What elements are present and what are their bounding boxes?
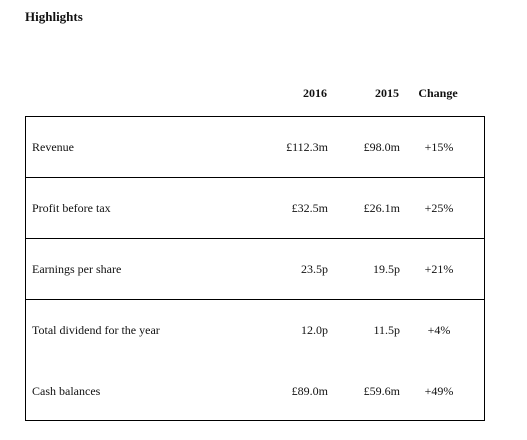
value-2015: 11.5p xyxy=(373,323,400,337)
row-label: Revenue xyxy=(32,139,74,154)
column-header-2015: 2015 xyxy=(375,86,399,100)
value-change: +4% xyxy=(427,323,451,337)
row-label: Profit before tax xyxy=(32,200,111,215)
table-row-earnings-per-share: Earnings per share 23.5p 19.5p +21% xyxy=(26,239,484,300)
value-2016: 23.5p xyxy=(301,261,328,276)
highlights-table: Revenue £112.3m £98.0m +15% Profit befor… xyxy=(25,116,485,421)
page-title: Highlights xyxy=(25,9,83,24)
value-2015: 19.5p xyxy=(373,261,400,276)
value-2015: £98.0m xyxy=(363,139,400,154)
table-row-cash-balances: Cash balances £89.0m £59.6m +49% xyxy=(26,361,484,422)
value-change: +21% xyxy=(424,261,454,276)
row-label: Cash balances xyxy=(32,384,101,398)
value-2016: £89.0m xyxy=(291,384,328,398)
value-change: +15% xyxy=(424,139,454,154)
column-header-change: Change xyxy=(418,86,458,100)
value-change: +25% xyxy=(424,200,454,215)
value-2016: £32.5m xyxy=(291,200,328,215)
table-row-revenue: Revenue £112.3m £98.0m +15% xyxy=(26,117,484,178)
column-header-2016: 2016 xyxy=(303,86,327,100)
value-2015: £26.1m xyxy=(363,200,400,215)
row-label: Total dividend for the year xyxy=(32,323,160,337)
value-2016: £112.3m xyxy=(286,139,328,154)
row-label: Earnings per share xyxy=(32,261,122,276)
value-change: +49% xyxy=(424,384,454,398)
table-row-total-dividend: Total dividend for the year 12.0p 11.5p … xyxy=(26,300,484,361)
table-row-profit-before-tax: Profit before tax £32.5m £26.1m +25% xyxy=(26,178,484,239)
value-2016: 12.0p xyxy=(301,323,328,337)
value-2015: £59.6m xyxy=(363,384,400,398)
